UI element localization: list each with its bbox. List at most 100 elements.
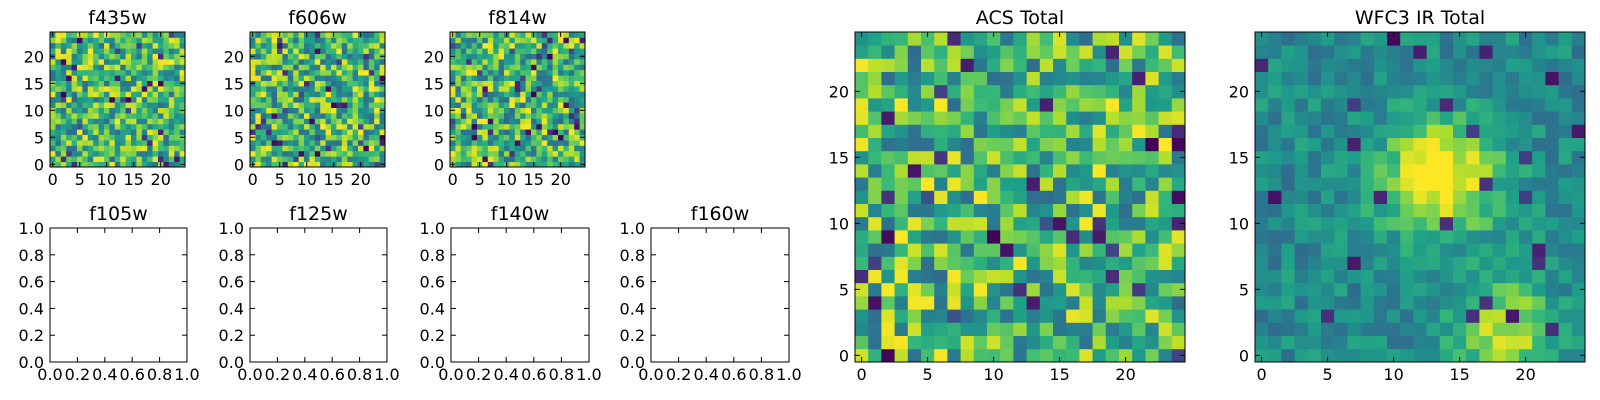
heatmap-cell [504, 86, 510, 92]
heatmap-cell [1307, 216, 1322, 231]
heatmap-cell [1132, 137, 1146, 152]
heatmap-cell [1092, 203, 1107, 218]
x-tick-label: 0.2 [65, 365, 90, 384]
heatmap-cell [163, 134, 170, 141]
heatmap-cell [1268, 84, 1282, 99]
heatmap-cell [520, 48, 526, 54]
heatmap-cell [1347, 137, 1361, 152]
heatmap-cell [158, 118, 164, 125]
heatmap-cell [1132, 230, 1146, 244]
heatmap-cell [1426, 71, 1441, 86]
heatmap-cell [1119, 256, 1133, 270]
heatmap-cell [163, 64, 170, 71]
heatmap-cell [82, 113, 89, 119]
heatmap-cell [325, 37, 332, 44]
heatmap-cell [1439, 335, 1454, 350]
heatmap-cell [1532, 269, 1546, 284]
heatmap-cell [98, 64, 105, 71]
heatmap-cell [1360, 216, 1375, 231]
heatmap-cell [1453, 230, 1467, 244]
heatmap-cell [987, 137, 1001, 152]
heatmap-cell [82, 156, 89, 162]
heatmap-cell [466, 118, 472, 125]
heatmap-cell [114, 32, 121, 38]
heatmap-cell [855, 32, 869, 46]
heatmap-cell [450, 91, 456, 98]
heatmap-cell [341, 37, 348, 44]
heatmap-cell [536, 113, 543, 119]
heatmap-cell [541, 42, 548, 49]
heatmap-cell [298, 86, 305, 92]
heatmap-cell [855, 45, 869, 59]
heatmap-cell [379, 96, 386, 103]
heatmap-cell [868, 150, 882, 165]
heatmap-cell [352, 107, 359, 114]
heatmap-cell [1347, 203, 1361, 218]
heatmap-cell [541, 140, 548, 146]
heatmap-cell [109, 53, 116, 60]
heatmap-cell [71, 53, 78, 60]
heatmap-cell [260, 42, 267, 49]
heatmap-cell [1479, 98, 1493, 112]
heatmap-cell [471, 161, 478, 168]
heatmap-cell [87, 134, 94, 141]
heatmap-cell [579, 32, 586, 38]
heatmap-cell [347, 129, 353, 135]
heatmap-cell [147, 86, 153, 92]
heatmap-cell [168, 37, 175, 44]
heatmap-cell [1387, 45, 1401, 59]
heatmap-cell [336, 69, 343, 76]
heatmap-cell [504, 123, 510, 130]
heatmap-cell [271, 69, 278, 76]
heatmap-cell [1426, 348, 1441, 363]
y-tick-label: 0.8 [19, 246, 44, 265]
heatmap-cell [487, 64, 494, 71]
heatmap-cell [1026, 230, 1041, 244]
heatmap-cell [471, 64, 478, 71]
heatmap-cell [881, 137, 895, 152]
x-tick-label: 20 [1115, 365, 1135, 384]
heatmap-cell [341, 59, 348, 65]
heatmap-cell [309, 107, 316, 114]
heatmap-cell [466, 140, 472, 146]
heatmap-cell [868, 84, 882, 99]
heatmap-cell [379, 64, 386, 71]
heatmap-cell [563, 113, 570, 119]
heatmap-cell [536, 96, 543, 103]
heatmap-cell [309, 96, 316, 103]
heatmap-cell [152, 80, 159, 87]
heatmap-cell [255, 150, 262, 157]
heatmap-cell [1321, 296, 1335, 310]
heatmap-cell [174, 161, 180, 168]
heatmap-cell [855, 203, 869, 218]
heatmap-cell [1105, 32, 1120, 46]
y-tick-label: 0.2 [620, 326, 645, 345]
heatmap-cell [320, 107, 326, 114]
heatmap-cell [250, 145, 256, 152]
heatmap-cell [287, 80, 294, 87]
heatmap-cell [1053, 203, 1067, 218]
heatmap-cell [320, 86, 326, 92]
heatmap-cell [1158, 150, 1173, 165]
heatmap-cell [347, 123, 353, 130]
heatmap-cell [50, 69, 56, 76]
heatmap-cell [1066, 98, 1080, 112]
heatmap-cell [179, 129, 186, 135]
heatmap-cell [1066, 124, 1080, 138]
heatmap-cell [266, 134, 272, 141]
heatmap-cell [894, 309, 909, 323]
heatmap-cell [509, 107, 516, 114]
heatmap-cell [347, 96, 353, 103]
heatmap-cell [104, 42, 110, 49]
heatmap-cell [120, 156, 126, 162]
heatmap-cell [907, 58, 922, 72]
heatmap-cell [1079, 282, 1093, 297]
heatmap-cell [552, 107, 559, 114]
heatmap-cell [104, 48, 110, 54]
heatmap-cell [574, 53, 580, 60]
heatmap-cell [379, 32, 386, 38]
x-tick-label: 20 [351, 170, 371, 189]
heatmap-cell [498, 32, 505, 38]
heatmap-cell [104, 134, 110, 141]
heatmap-cell [947, 269, 961, 284]
